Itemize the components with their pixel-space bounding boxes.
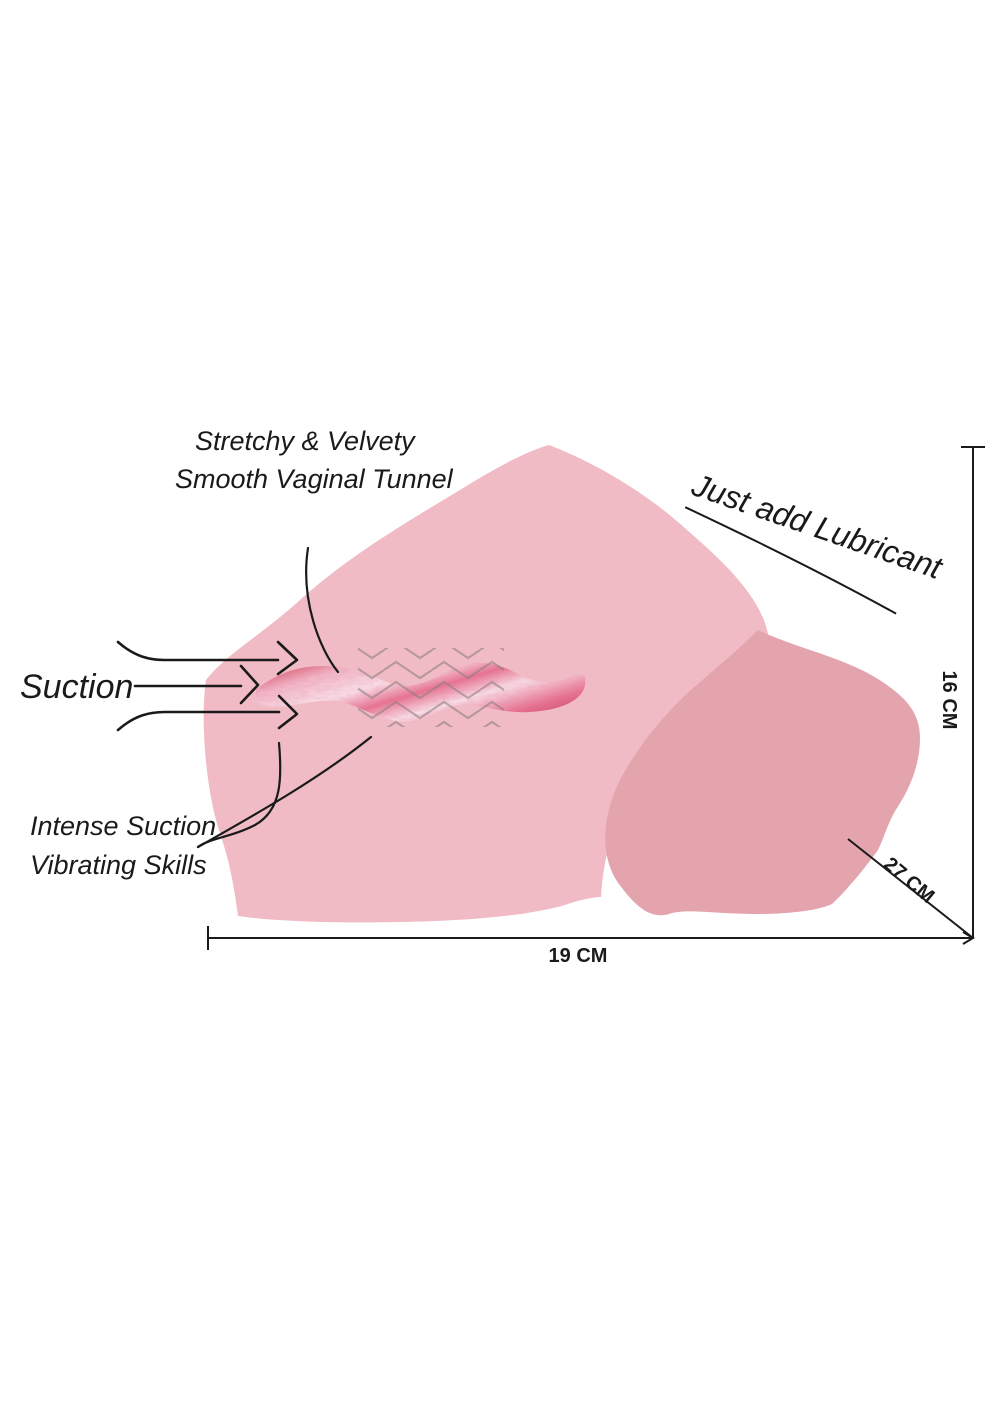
svg-text:27 CM: 27 CM — [879, 853, 938, 908]
svg-text:Smooth Vaginal Tunnel: Smooth Vaginal Tunnel — [175, 464, 454, 494]
svg-text:Suction: Suction — [20, 668, 133, 706]
svg-text:19 CM: 19 CM — [549, 945, 608, 967]
svg-text:Intense Suction: Intense Suction — [30, 811, 216, 841]
svg-text:16 CM: 16 CM — [938, 671, 960, 730]
svg-text:Vibrating Skills: Vibrating Skills — [30, 850, 207, 880]
svg-text:Stretchy & Velvety: Stretchy & Velvety — [195, 426, 416, 456]
